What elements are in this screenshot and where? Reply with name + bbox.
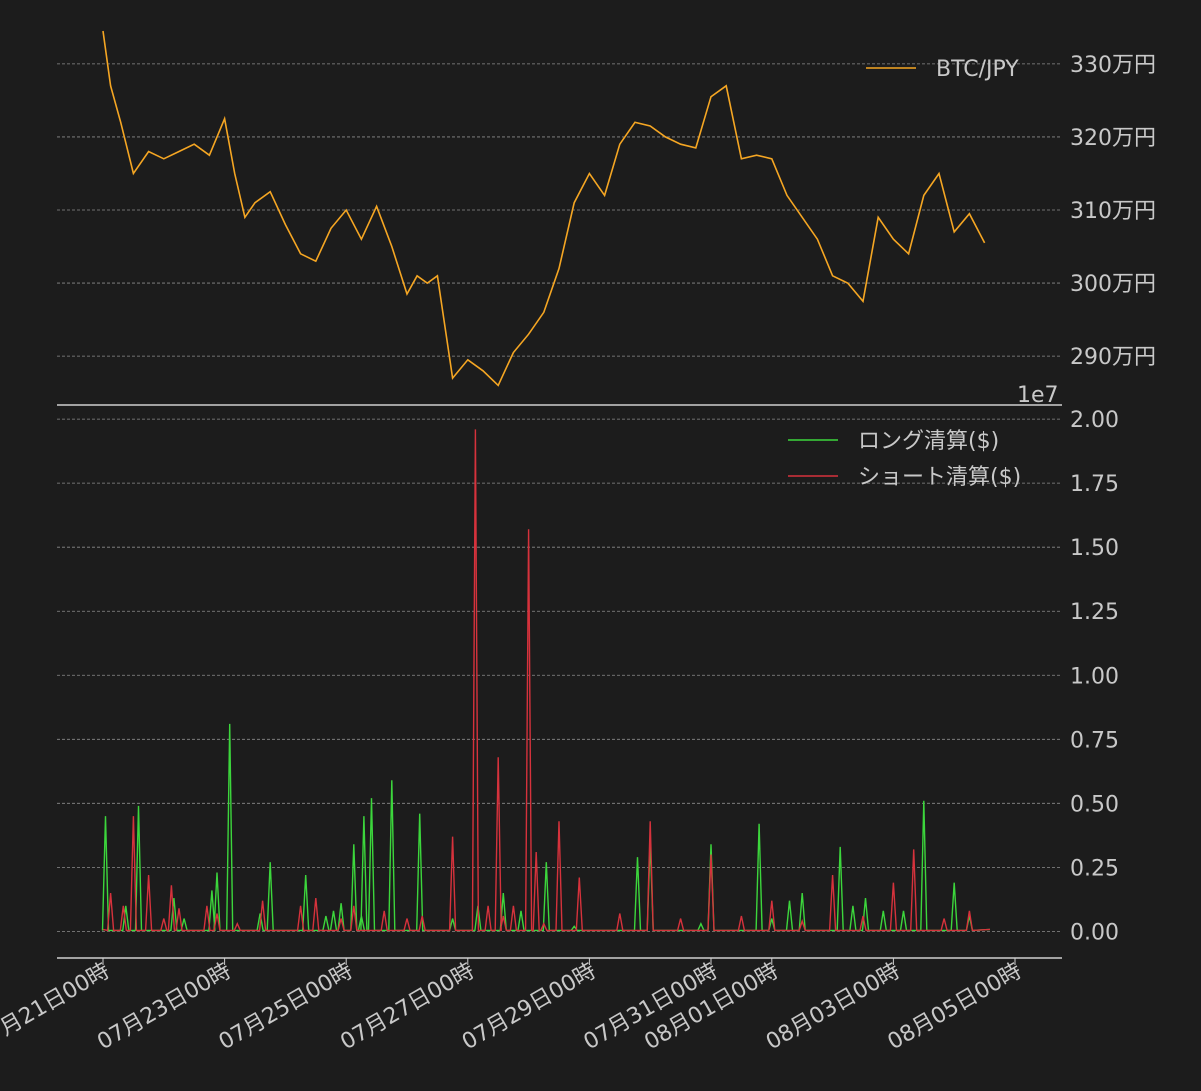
liquidation-panel: 0.00 0.25 0.50 0.75 1.00 1.25 1.50 1.75 2.00 1e7… [57, 383, 1119, 945]
btc-jpy-series-line [102, 30, 986, 387]
price-y-tick-label: 300万円 [1070, 272, 1156, 297]
liquidation-y-tick-label: 1.25 [1070, 600, 1119, 625]
liquidation-y-tick-label: 0.25 [1070, 856, 1119, 881]
price-gridlines [57, 63, 1062, 357]
short-liquidation-series-line [102, 429, 991, 932]
legend-label-long: ロング清算($) [858, 429, 999, 454]
price-panel: 290万円 300万円 310万円 320万円 330万円 BTC/JPY [57, 30, 1156, 387]
liquidation-gridlines [57, 418, 1062, 932]
liquidation-y-tick-label: 0.50 [1070, 792, 1119, 817]
price-legend: BTC/JPY [866, 57, 1019, 82]
price-y-tick-label: 330万円 [1070, 53, 1156, 78]
liquidation-y-tick-label: 1.75 [1070, 472, 1119, 497]
legend-label-btc: BTC/JPY [936, 57, 1019, 82]
y-offset-label: 1e7 [1017, 383, 1059, 408]
price-y-tick-label: 320万円 [1070, 126, 1156, 151]
liquidation-y-tick-label: 1.00 [1070, 664, 1119, 689]
legend-label-short: ショート清算($) [858, 465, 1021, 490]
liquidation-y-tick-label: 2.00 [1070, 408, 1119, 433]
liquidation-legend: ロング清算($) ショート清算($) [788, 429, 1021, 490]
liquidation-y-tick-label: 0.75 [1070, 728, 1119, 753]
liquidation-y-axis: 0.00 0.25 0.50 0.75 1.00 1.25 1.50 1.75 2.00 [1070, 408, 1119, 945]
price-y-tick-label: 290万円 [1070, 345, 1156, 370]
price-y-tick-label: 310万円 [1070, 199, 1156, 224]
price-y-axis: 290万円 300万円 310万円 320万円 330万円 [1070, 53, 1156, 370]
liquidation-y-tick-label: 0.00 [1070, 920, 1119, 945]
liquidation-y-tick-label: 1.50 [1070, 536, 1119, 561]
